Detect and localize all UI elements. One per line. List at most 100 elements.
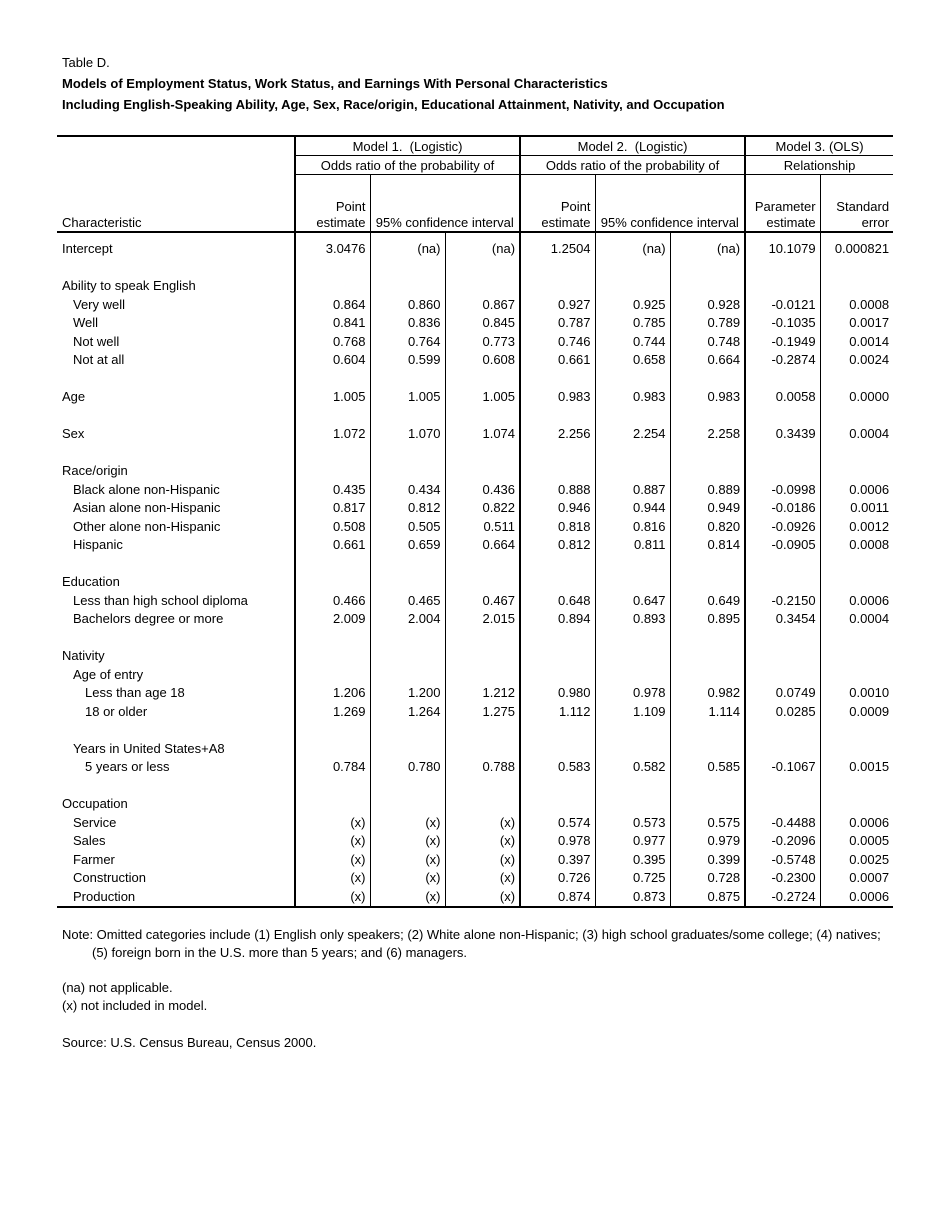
- row-label: Sex: [57, 425, 296, 444]
- m3-standard-error: 0.0006: [849, 888, 890, 904]
- spacer-row: [57, 369, 893, 388]
- m1-point-estimate: 0.435: [295, 480, 371, 499]
- empty-cell: [445, 721, 522, 740]
- empty-cell: [520, 795, 596, 814]
- m3-standard-error: 0.0004: [849, 611, 890, 627]
- empty-cell: [595, 406, 671, 425]
- table-row: Age 1.005 1.005 1.005 0.983 0.983 0.983 0.0058 0…: [57, 388, 893, 407]
- spacer-row: [57, 258, 893, 277]
- empty-cell: [370, 406, 446, 425]
- empty-cell: [820, 740, 893, 759]
- m1-confidence-interval-header: 95% confidence interval: [370, 174, 522, 233]
- m1-point-estimate: (x): [295, 887, 371, 907]
- m3-standard-error: 0.0009: [849, 703, 890, 719]
- empty-cell: [370, 665, 446, 684]
- table-row: Other alone non-Hispanic 0.508 0.505 0.511 0…: [57, 517, 893, 536]
- footnotes: Note: Omitted categories include (1) Eng…: [62, 926, 950, 1052]
- m1-ci-lower: 1.200: [370, 684, 446, 703]
- m2-ci-upper: 0.949: [670, 499, 747, 518]
- row-label: Occupation: [57, 795, 296, 814]
- m3-standard-error: 0.0006: [849, 592, 890, 608]
- empty-cell: [745, 647, 821, 666]
- m2-ci-upper: 0.979: [670, 832, 747, 851]
- m1-ci-lower: 0.599: [370, 351, 446, 370]
- empty-cell: [520, 369, 596, 388]
- m1-point-estimate: 3.0476: [295, 232, 371, 259]
- m1-ci-upper: 0.773: [445, 332, 522, 351]
- m2-ci-upper: 2.258: [670, 425, 747, 444]
- empty-cell: [745, 277, 821, 296]
- m1-ci-upper: (x): [445, 813, 522, 832]
- table-row: Construction (x) (x) (x) 0.726 0.725 0.728 -0.2…: [57, 869, 893, 888]
- empty-cell: [745, 258, 821, 277]
- spacer-row: [57, 776, 893, 795]
- table-row: 5 years or less 0.784 0.780 0.788 0.583 0.582…: [57, 758, 893, 777]
- m3-standard-error-header: Standard error: [820, 174, 894, 233]
- m3-parameter-estimate: -0.0905: [745, 536, 821, 555]
- m1-ci-upper: 1.275: [445, 702, 522, 721]
- empty-cell: [370, 554, 446, 573]
- empty-label: [57, 443, 296, 462]
- spacer-row: [57, 554, 893, 573]
- empty-cell: [295, 554, 371, 573]
- m1-point-estimate: (x): [295, 832, 371, 851]
- m2-ci-upper: (na): [670, 232, 747, 259]
- empty-cell: [295, 369, 371, 388]
- empty-cell: [820, 462, 893, 481]
- m1-ci-upper: 0.436: [445, 480, 522, 499]
- m3-standard-error: 0.0008: [849, 296, 890, 312]
- row-label: Less than high school diploma: [57, 591, 296, 610]
- empty-cell: [745, 573, 821, 592]
- footnote-x: (x) not included in model.: [62, 998, 208, 1013]
- table-row: Occupation: [57, 795, 893, 814]
- empty-label: [57, 554, 296, 573]
- m2-ci-upper: 0.895: [670, 610, 747, 629]
- m1-ci-upper: (x): [445, 850, 522, 869]
- m2-point-estimate: 2.256: [520, 425, 596, 444]
- empty-cell: [820, 277, 893, 296]
- m2-point-estimate: 0.574: [520, 813, 596, 832]
- m2-ci-lower: 0.811: [595, 536, 671, 555]
- empty-cell: [595, 776, 671, 795]
- m1-ci-upper: 1.005: [445, 388, 522, 407]
- m2-ci-lower: 1.109: [595, 702, 671, 721]
- empty-cell: [370, 277, 446, 296]
- empty-cell: [295, 573, 371, 592]
- m2-ci-lower: 0.573: [595, 813, 671, 832]
- table-row: Black alone non-Hispanic 0.435 0.434 0.436 0…: [57, 480, 893, 499]
- m1-ci-lower: (x): [370, 887, 446, 907]
- empty-cell: [520, 258, 596, 277]
- table-row: Years in United States+A8: [57, 739, 893, 759]
- m2-ci-lower: 0.978: [595, 684, 671, 703]
- model1-subheader: Odds ratio of the probability of: [295, 155, 522, 175]
- empty-cell: [745, 795, 821, 814]
- empty-cell: [370, 443, 446, 462]
- m3-parameter-estimate: -0.1035: [745, 314, 821, 333]
- model2-subheader: Odds ratio of the probability of: [520, 155, 747, 175]
- row-label: Intercept: [57, 232, 296, 259]
- row-label: Age: [57, 388, 296, 407]
- m3-standard-error: 0.0005: [849, 833, 890, 849]
- m2-ci-lower: (na): [595, 232, 671, 259]
- m2-ci-lower: 0.582: [595, 758, 671, 777]
- empty-cell: [295, 776, 371, 795]
- m1-ci-lower: 0.860: [370, 295, 446, 314]
- empty-cell: [745, 554, 821, 573]
- m2-point-estimate: 0.946: [520, 499, 596, 518]
- table-row: Nativity: [57, 647, 893, 666]
- m2-ci-lower: 2.254: [595, 425, 671, 444]
- row-label: Farmer: [57, 850, 296, 869]
- empty-cell: [295, 628, 371, 647]
- empty-cell: [445, 739, 522, 758]
- m3-standard-error: 0.0010: [849, 685, 890, 701]
- m3-parameter-estimate: -0.2300: [745, 869, 821, 888]
- table-row: Ability to speak English: [57, 277, 893, 296]
- m3-standard-error: 0.0000: [849, 389, 890, 405]
- regression-results-table: Model 1. (Logistic) Model 2. (Logistic) …: [57, 135, 894, 908]
- m1-point-estimate: 1.269: [295, 702, 371, 721]
- empty-cell: [295, 795, 371, 814]
- m3-parameter-estimate: -0.0926: [745, 517, 821, 536]
- m2-point-estimate: 0.812: [520, 536, 596, 555]
- empty-cell: [520, 647, 596, 666]
